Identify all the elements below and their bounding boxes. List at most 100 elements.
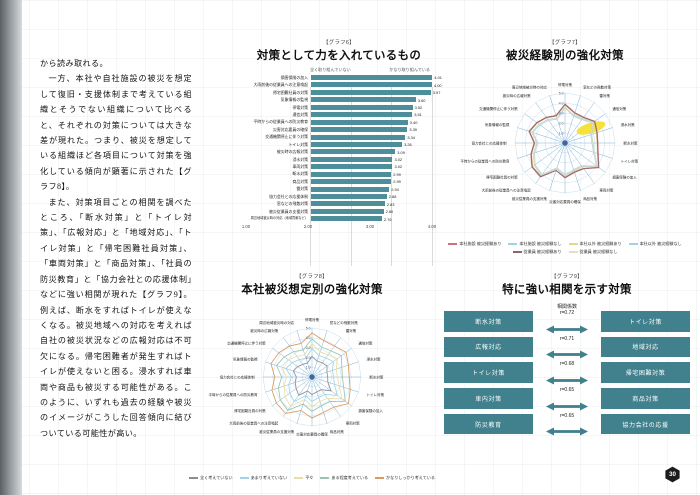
graph9-title: 特に強い相関を示す対策 [502,284,632,296]
graph6-value-label: 3.02 [394,157,403,162]
double-arrow-icon [546,398,588,411]
radar-axis-label: 大雨前後の従業員への注意喚起 [229,421,278,426]
hexagon-icon [665,466,680,483]
radar-axis-label: 浸水対策 [367,357,381,362]
radar-axis-label: 通信対策 [358,341,372,346]
radar-spoke [549,142,566,191]
correlation-row: 車内対策 r=0.65 商品対策 [444,387,690,411]
double-arrow-icon [546,372,588,385]
graph6-category-label: 浸水対策 [292,156,308,162]
legend-label: 平々 [305,475,314,480]
table-row: トイレ対策 3.26 [246,141,432,148]
graph9-column-header: 相関係数 [556,304,577,310]
graph6-value-label: 3.52 [414,104,423,110]
radar-spoke [283,337,313,378]
graph6-value-label: 2.99 [393,171,401,177]
legend-label: 全く考えていない [200,475,233,480]
graph6-bar [311,75,433,81]
radar-axis-label: 協力会社との応援体制 [472,140,507,145]
radar-spoke [564,102,595,144]
radar-r-tick: 1.0 [559,131,564,135]
graph8-title: 本社被災想定別の強化対策 [241,284,383,296]
correlation-coefficient: r=0.71 [559,335,575,342]
radar-axis-label: 浸水対策 [621,122,635,127]
table-row: 浸水対策 3.02 [246,156,432,163]
radar-axis-label: 断水対策 [369,374,383,379]
radar-r-tick: 4.0 [306,336,311,340]
radar-axis-label: 平時からの従業員への防災教育 [208,392,257,397]
radar-series-4 [270,332,351,419]
graph6-category-label: 気象情報の監視 [280,97,308,103]
table-row: 大雨前後の従業員への注意喚起 4.00 [246,81,442,88]
graph8-plot-area: 1.0 2.0 3.0 4.0 5.0 停電対策 窓などの飛散対策 雷対策 通信対策 浸水対策 断水… [186,297,438,474]
graph6-bar-track: 3.60 [311,96,432,103]
graph6-category-label: 帰宅困難社員の対策 [272,89,308,95]
radar-axis-label: 協力会社との応援体制 [220,374,255,379]
graph6-category-label: 災害対応要員の確保 [272,126,308,132]
table-row: 停電対策 3.52 [246,104,432,111]
correlation-row: 広報対応 r=0.71 地域対応 [444,335,690,359]
radar-axis-label: 交通機関停止に伴う対策 [227,341,266,346]
correlation-right-box: トイレ対策 [601,311,690,332]
table-row: 帰宅困難社員の対策 3.97 [246,89,440,96]
radar-spoke [564,142,595,184]
graph6-bar-track: 3.02 [311,156,432,163]
legend-item: 本社施設 被災経験なし [508,241,562,247]
graph6-bar-track: 3.02 [311,163,432,170]
graph6-bar-track: 2.99 [311,171,432,178]
graph6-category-label: 停電対策 [292,104,308,110]
graph6-bar-track: 3.09 [311,148,432,155]
graph6-value-label: 2.80 [385,209,394,215]
radar-spoke [535,142,566,184]
radar-axis-label: 車両対策 [346,421,360,426]
correlation-right-box: 帰宅困難対策 [601,362,690,383]
graph8-label: 【グラフ8】 [296,274,328,280]
radar-spoke [535,102,566,144]
graph6-bar-track: 4.01 [311,74,442,81]
radar-axis-label: 商品対策 [330,429,344,434]
graph6-bar [311,156,393,162]
graph6-bar-track: 3.51 [311,111,432,118]
graph6-value-label: 2.76 [383,216,392,222]
graph6-category-label: 商品対策 [292,178,308,184]
graph6-bar [311,112,413,118]
graph6-bar [311,186,390,192]
legend-label: 本社施設 被災経験なし [519,241,562,246]
radar-spoke [311,376,341,417]
table-row: 周辺地域被災時の対応（地域貢献など） 2.76 [246,215,432,222]
graph6-bar [311,134,406,140]
table-row: 災害対応要員の確保 3.39 [246,126,432,133]
radar-axis-label: 商品対策 [583,196,597,201]
correlation-left-box: 断水対策 [444,311,533,332]
radar-axis-label: 雷対策 [346,328,357,333]
legend-swatch [320,477,330,479]
graph7-plot-area: 1.0 2.0 3.0 4.0 5.0 停電対策 窓などの飛散対策 雷対策 通信対策 浸水対策 断水… [436,63,694,240]
correlation-coefficient: r=0.65 [559,412,575,419]
legend-item: 平々 [294,475,313,481]
radar-axis-label: 帰宅困難社員の対策 [486,175,518,180]
graph9-label: 【グラフ9】 [551,274,583,280]
radar-series-3 [276,338,346,412]
radar-series-0 [292,355,332,396]
radar-axis-label: 帰宅困難社員の対策 [234,408,266,413]
radar-axis-label: 車両対策 [599,188,613,193]
graph6-value-label: 3.97 [432,90,441,96]
radar-r-tick: 4.0 [559,101,564,105]
radar-r-tick: 5.0 [306,326,311,330]
graph6-x-axis: 1.00 2.00 3.00 4.00 [242,224,436,232]
legend-item: かなりしっかり考えている [375,475,435,481]
radar-axis-label: 停電対策 [305,317,319,322]
graph7-legend: 本社施設 被災経験あり 本社施設 被災経験なし 本社以外 被災経験あり 本社以外 被災… [436,241,694,255]
table-row: 平時からの従業員への防災教育 3.40 [246,119,432,126]
graph6-value-label: 2.88 [388,194,397,200]
graph6-bar-track: 3.39 [311,126,432,133]
graph6-bar-rows: 損害保険の加入 4.01 大雨前後の従業員への注意喚起 4.00 帰宅困難社員の対策 3.… [246,74,442,223]
legend-item: ある程度考えている [320,475,368,481]
radar-axis-label: 通信対策 [612,106,626,111]
graph6-value-label: 2.83 [386,201,395,207]
radar-axis-label: トイレ対策 [367,392,385,397]
graph6-value-label: 3.02 [394,164,403,170]
page-number-badge: 30 [664,466,681,483]
graph7-title: 被災経験別の強化対策 [506,50,624,62]
legend-label: かなりしっかり考えている [386,475,435,480]
